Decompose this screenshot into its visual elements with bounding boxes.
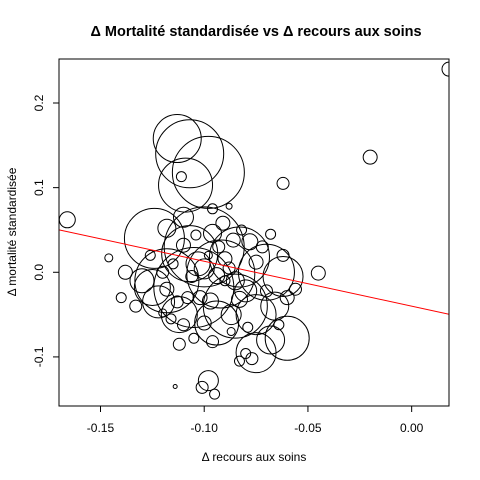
data-point (129, 268, 155, 294)
data-point (203, 250, 213, 260)
data-point (230, 290, 248, 308)
data-point (235, 294, 277, 336)
y-axis: -0.1 0.0 0.1 0.2 (32, 94, 60, 367)
data-point (209, 388, 221, 400)
data-point (144, 249, 156, 261)
data-point (260, 291, 290, 321)
data-point (196, 315, 212, 331)
plot-frame (58, 58, 450, 407)
data-point (156, 265, 170, 279)
data-point (171, 135, 245, 209)
data-point (273, 319, 285, 331)
data-point (262, 256, 304, 298)
data-point (242, 321, 254, 333)
data-point (259, 284, 273, 298)
data-point (195, 380, 209, 394)
data-point (129, 299, 143, 313)
data-point (215, 215, 231, 231)
y-tick-label: 0.0 (32, 264, 46, 281)
data-point (158, 157, 214, 213)
data-point (59, 211, 76, 229)
data-point (194, 300, 240, 346)
data-point (159, 281, 175, 297)
data-point (176, 318, 190, 332)
data-point (248, 254, 264, 270)
data-point (157, 218, 177, 238)
x-axis-label: Δ recours aux soins (202, 450, 307, 464)
data-point (225, 232, 241, 248)
data-point (225, 202, 233, 210)
data-point (165, 313, 177, 325)
data-point (172, 384, 178, 390)
data-point (236, 224, 248, 236)
data-point (115, 292, 127, 304)
data-point (175, 237, 191, 253)
data-point (255, 240, 269, 254)
data-point (288, 282, 302, 296)
data-point (245, 352, 259, 366)
data-point (237, 243, 295, 301)
data-point (225, 271, 245, 291)
data-point (201, 292, 219, 310)
data-point (234, 279, 258, 303)
data-point (233, 355, 245, 367)
data-point (104, 253, 114, 263)
data-point (226, 327, 236, 337)
data-point (276, 176, 290, 190)
x-tick-label: 0.00 (400, 421, 424, 435)
data-point (206, 335, 220, 349)
data-point (158, 308, 168, 318)
data-point (175, 171, 187, 183)
x-axis: -0.15 -0.10 -0.05 0.00 (87, 405, 424, 435)
data-point (172, 337, 186, 351)
data-point (208, 226, 270, 288)
data-point (142, 285, 176, 319)
data-point (212, 240, 226, 254)
x-tick-label: -0.15 (87, 421, 115, 435)
data-point (219, 275, 231, 287)
data-point (197, 370, 219, 392)
data-point (441, 61, 449, 77)
data-point (155, 119, 225, 189)
data-point (133, 269, 171, 307)
data-point (185, 270, 199, 284)
chart-title: Δ Mortalité standardisée vs Δ recours au… (90, 24, 421, 40)
data-point (265, 228, 277, 240)
data-point (220, 304, 242, 326)
data-point (207, 203, 219, 215)
data-point (170, 295, 184, 309)
data-point (172, 206, 194, 228)
y-tick-label: 0.2 (32, 94, 46, 111)
x-tick-label: -0.05 (294, 421, 322, 435)
data-point (241, 233, 259, 251)
data-point (276, 248, 290, 262)
x-tick-label: -0.10 (191, 421, 219, 435)
y-tick-label: 0.1 (32, 179, 46, 196)
data-point (152, 114, 202, 164)
data-point (264, 315, 310, 361)
data-point (279, 290, 295, 306)
data-point (190, 229, 202, 241)
data-point (203, 223, 223, 243)
data-point (117, 264, 133, 280)
data-point (193, 258, 215, 280)
data-point (153, 247, 235, 329)
data-point (192, 290, 208, 306)
y-tick-label: -0.1 (32, 346, 46, 367)
data-point (167, 258, 179, 270)
data-point (310, 265, 326, 281)
data-point (256, 325, 286, 355)
data-point (188, 332, 200, 344)
regression-line (59, 229, 449, 315)
data-point (362, 149, 378, 165)
y-axis-label: Δ mortalité standardisée (5, 167, 19, 296)
